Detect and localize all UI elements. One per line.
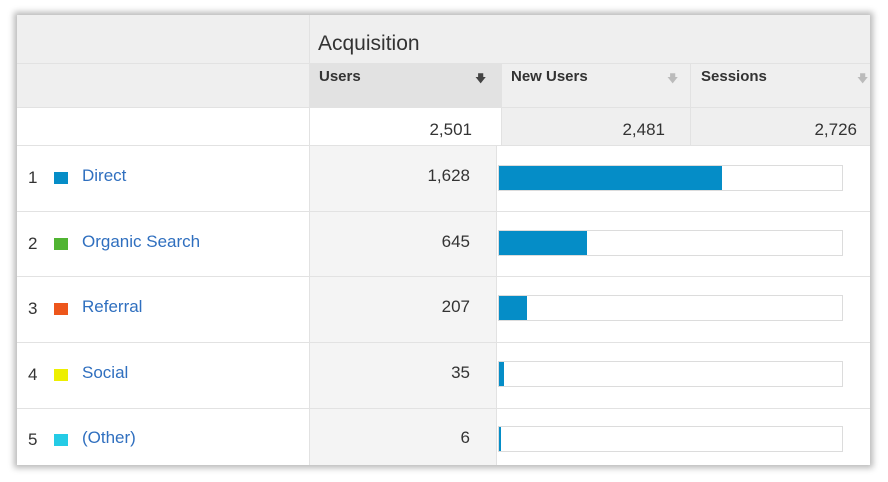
users-share-bar-fill bbox=[499, 166, 723, 190]
sort-descending-icon[interactable]: 🡇 bbox=[667, 73, 679, 85]
users-value: 207 bbox=[441, 297, 470, 316]
users-share-bar-fill bbox=[499, 427, 501, 451]
users-value: 645 bbox=[441, 232, 470, 251]
divider bbox=[17, 63, 870, 64]
divider bbox=[17, 408, 870, 409]
channel-color-swatch bbox=[54, 369, 68, 381]
row-number: 3 bbox=[28, 299, 38, 318]
users-header-cell[interactable] bbox=[310, 63, 501, 107]
section-title: Acquisition bbox=[318, 32, 420, 55]
divider bbox=[17, 107, 870, 108]
channel-color-swatch bbox=[54, 434, 68, 446]
users-share-bar bbox=[498, 426, 843, 452]
acquisition-table: Acquisition Users 🡇 New Users 🡇 Sessions… bbox=[17, 15, 870, 465]
totals-users-cell bbox=[310, 107, 501, 145]
row-number: 5 bbox=[28, 430, 38, 449]
channel-color-swatch bbox=[54, 303, 68, 315]
users-share-bar bbox=[498, 165, 843, 191]
users-share-bar-fill bbox=[499, 362, 504, 386]
users-share-bar-fill bbox=[499, 296, 528, 320]
users-share-bar bbox=[498, 361, 843, 387]
channel-color-swatch bbox=[54, 238, 68, 250]
users-share-bar bbox=[498, 230, 843, 256]
sort-descending-icon[interactable]: 🡇 bbox=[475, 73, 487, 85]
divider bbox=[17, 211, 870, 212]
column-header-new-users[interactable]: New Users bbox=[511, 68, 588, 85]
column-header-sessions[interactable]: Sessions bbox=[701, 68, 767, 85]
header-totals-background bbox=[501, 107, 870, 145]
users-share-bar-fill bbox=[499, 231, 588, 255]
channel-link-direct[interactable]: Direct bbox=[82, 166, 127, 185]
total-sessions: 2,726 bbox=[814, 120, 857, 139]
channel-link-social[interactable]: Social bbox=[82, 363, 129, 382]
divider bbox=[17, 342, 870, 343]
row-number: 2 bbox=[28, 234, 38, 253]
divider bbox=[17, 276, 870, 277]
sort-descending-icon[interactable]: 🡇 bbox=[857, 73, 869, 85]
divider bbox=[17, 145, 870, 146]
divider bbox=[496, 145, 497, 465]
divider bbox=[309, 15, 310, 465]
channel-link-organic-search[interactable]: Organic Search bbox=[82, 232, 201, 251]
total-users: 2,501 bbox=[429, 120, 472, 139]
row-number: 4 bbox=[28, 365, 38, 384]
column-header-users[interactable]: Users bbox=[319, 68, 361, 85]
users-value: 1,628 bbox=[427, 166, 470, 185]
users-column-background bbox=[310, 145, 497, 465]
users-share-bar bbox=[498, 295, 843, 321]
channel-link-referral[interactable]: Referral bbox=[82, 297, 143, 316]
divider bbox=[690, 63, 691, 145]
divider bbox=[501, 63, 502, 145]
channel-color-swatch bbox=[54, 172, 68, 184]
total-new-users: 2,481 bbox=[622, 120, 665, 139]
users-value: 6 bbox=[460, 428, 470, 447]
totals-label-cell bbox=[17, 107, 310, 145]
channel-link-other[interactable]: (Other) bbox=[82, 428, 136, 447]
row-number: 1 bbox=[28, 168, 38, 187]
users-value: 35 bbox=[451, 363, 470, 382]
